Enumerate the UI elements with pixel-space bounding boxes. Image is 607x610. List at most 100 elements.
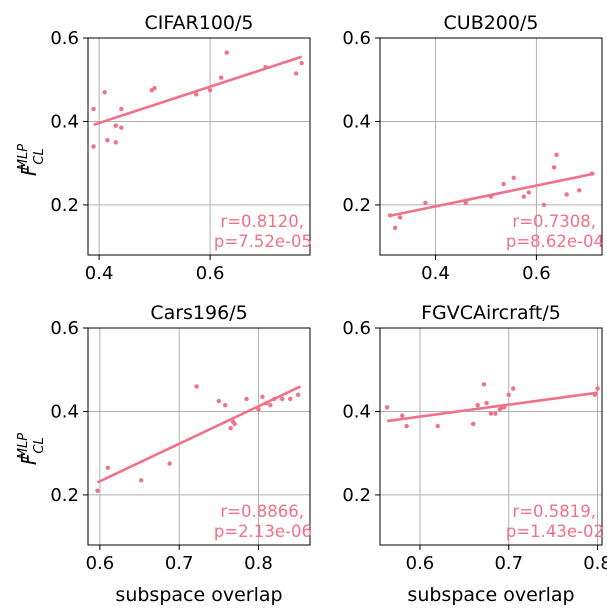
data-point	[91, 144, 96, 149]
data-point	[397, 215, 403, 220]
fit-line	[389, 172, 595, 218]
axes-frame	[87, 37, 311, 256]
data-point	[435, 423, 440, 429]
data-point	[152, 85, 157, 91]
annotation-r: r=0.5819,	[512, 502, 596, 521]
y-tick-label: 0.4	[50, 111, 79, 132]
data-point	[260, 394, 265, 400]
x-tick-label: 0.8	[244, 553, 273, 574]
axes-frame	[379, 327, 603, 546]
data-point	[272, 396, 277, 402]
data-point	[264, 400, 269, 406]
data-point	[216, 398, 222, 404]
y-tick-label: 0.4	[50, 401, 79, 422]
data-point	[224, 50, 229, 55]
data-point	[484, 400, 489, 406]
y-tick-label: 0.6	[50, 318, 79, 339]
data-point	[207, 87, 213, 93]
data-point	[501, 181, 506, 187]
data-point	[287, 396, 293, 402]
x-tick-label: 0.8	[583, 553, 607, 574]
data-point	[299, 60, 304, 66]
annotation-r: r=0.7308,	[512, 212, 596, 231]
data-point	[384, 405, 390, 410]
x-tick-label: 0.7	[494, 553, 523, 574]
y-tick-label: 0.6	[342, 28, 371, 49]
data-point	[105, 465, 111, 470]
data-point	[95, 488, 100, 493]
data-point	[554, 152, 559, 158]
subplot-1: 0.4 0.6 0.2 0.4 0.6 CIFAR100/5 r=0.8120,p=7.52…	[50, 12, 312, 284]
ylabel-bottom: FCLMLP	[16, 433, 47, 465]
data-point	[493, 411, 498, 416]
y-tick-label: 0.6	[342, 318, 371, 339]
x-tick-label: 0.6	[196, 263, 225, 284]
annotation-p: p=8.62e-04	[506, 232, 604, 251]
y-tick-label: 0.6	[50, 28, 79, 49]
data-point	[194, 384, 199, 389]
data-point	[526, 190, 532, 195]
subplot-2: 0.4 0.6 0.2 0.4 0.6 CUB200/5 r=0.7308,p=8.62e-…	[342, 12, 604, 284]
data-point	[119, 106, 124, 112]
ylabel-sup: MLP	[16, 433, 31, 459]
data-point	[511, 175, 516, 180]
data-point	[256, 407, 261, 412]
ylabel-sub: CL	[32, 148, 47, 164]
xlabel-left: subspace overlap	[115, 584, 282, 606]
data-point	[488, 411, 494, 416]
subplot-3: 0.6 0.7 0.8 0.2 0.4 0.6 Cars196/5 r=0.8866,p=2.…	[50, 302, 312, 574]
data-point	[232, 421, 237, 427]
x-tick-label: 0.6	[406, 553, 435, 574]
data-point	[102, 90, 107, 95]
fit-line	[386, 391, 598, 423]
svg-text:FCLMLP: FCLMLP	[16, 433, 47, 465]
data-point	[194, 92, 199, 97]
data-point	[404, 423, 409, 429]
data-point	[592, 392, 598, 397]
data-point	[521, 194, 526, 199]
subplot-title: CIFAR100/5	[144, 12, 253, 34]
x-tick-label: 0.7	[165, 553, 194, 574]
y-tick-label: 0.2	[50, 485, 79, 506]
data-point	[595, 386, 600, 391]
data-point	[589, 171, 595, 176]
data-point	[387, 213, 393, 218]
data-point	[475, 403, 480, 408]
ylabel-top: FCLMLP	[16, 144, 47, 176]
fit-line	[96, 385, 302, 484]
svg-text:FCLMLP: FCLMLP	[16, 144, 47, 176]
data-point	[268, 403, 273, 408]
y-tick-label: 0.2	[342, 195, 371, 216]
annotation-r: r=0.8120,	[220, 212, 304, 231]
x-tick-label: 0.6	[86, 553, 115, 574]
data-point	[463, 200, 468, 206]
ylabel-sup: MLP	[16, 144, 31, 170]
x-tick-label: 0.6	[522, 263, 551, 284]
data-point	[502, 405, 507, 410]
data-point	[219, 75, 224, 80]
data-point	[551, 165, 557, 170]
annotation-p: p=1.43e-02	[506, 522, 604, 541]
data-point	[263, 65, 268, 70]
y-tick-label: 0.2	[50, 195, 79, 216]
data-point	[541, 202, 547, 208]
xlabel-right: subspace overlap	[407, 584, 574, 606]
data-point	[119, 125, 124, 130]
data-point	[564, 192, 569, 197]
data-point	[488, 194, 494, 199]
data-point	[295, 392, 301, 397]
data-point	[244, 396, 249, 402]
data-point	[481, 382, 487, 387]
data-point	[228, 425, 233, 431]
x-tick-label: 0.4	[85, 263, 114, 284]
data-point	[280, 396, 285, 402]
y-tick-label: 0.4	[342, 401, 371, 422]
axes-frame	[379, 37, 603, 256]
data-point	[113, 140, 118, 145]
data-point	[400, 413, 405, 418]
data-point	[138, 478, 144, 483]
subplot-4: 0.6 0.7 0.8 0.2 0.4 0.6 FGVCAircraft/5 r=0.5819…	[342, 302, 607, 574]
ylabel-sub: CL	[32, 437, 47, 453]
y-tick-label: 0.4	[342, 111, 371, 132]
